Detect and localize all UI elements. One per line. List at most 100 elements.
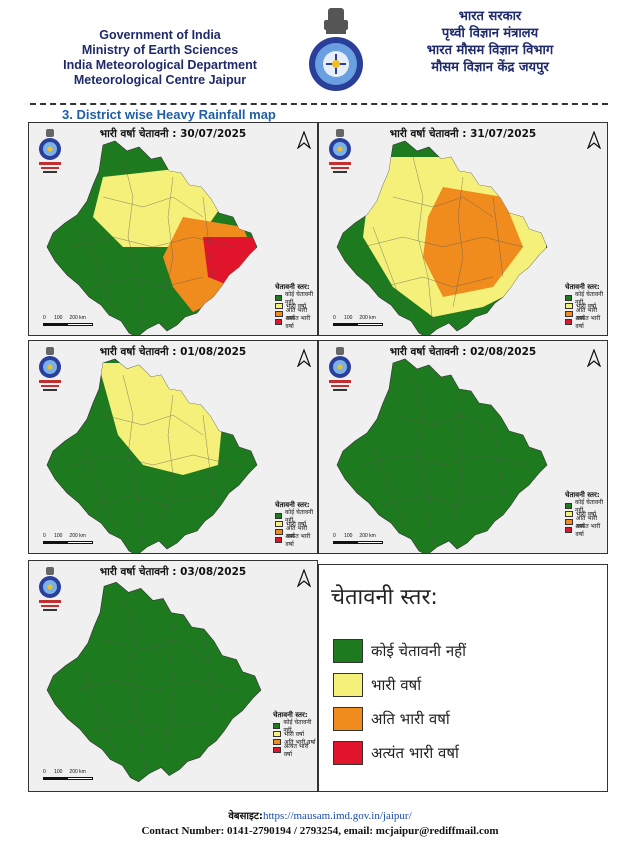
org-line: मौसम विज्ञान केंद्र जयपुर	[431, 60, 549, 75]
scale-bar: 0 100 200 km	[333, 315, 383, 326]
rajasthan-district-map	[336, 140, 548, 335]
swatch-red	[273, 747, 281, 753]
scale-label: 200 km	[69, 769, 86, 775]
legend-label: कोई चेतावनी नहीं	[371, 642, 466, 660]
mini-legend-heading: चेतावनी स्तर:	[565, 491, 600, 499]
mini-legend-item: अति भारी वर्षा	[285, 307, 308, 322]
scale-bar: 0 100 200 km	[333, 533, 383, 544]
panel-title: भारी वर्षा चेतावनी : 02/08/2025	[389, 346, 537, 358]
panel-title: भारी वर्षा चेतावनी : 01/08/2025	[99, 346, 247, 358]
footer-website: वेबसाइट:https://mausam.imd.gov.in/jaipur…	[0, 808, 640, 822]
org-line: Ministry of Earth Sciences	[81, 43, 239, 57]
scale-label: 200 km	[359, 533, 376, 539]
scale-label: 0	[333, 533, 336, 539]
swatch-red	[275, 537, 283, 543]
mini-legend: चेतावनी स्तर: कोई चेतावनी नहीं भारी वर्ष…	[275, 283, 317, 330]
scale-label: 0	[333, 315, 336, 321]
letterhead-hindi: भारत सरकार पृथ्वी विज्ञान मंत्रालय भारत …	[390, 8, 590, 76]
mini-legend-heading: चेतावनी स्तर:	[275, 501, 310, 509]
scale-bar: 0 100 200 km	[43, 769, 93, 780]
mini-legend-heading: चेतावनी स्तर:	[275, 283, 310, 291]
rajasthan-district-map	[46, 581, 262, 783]
scale-label: 0	[43, 769, 46, 775]
mini-legend-item: अत्यंत भारी वर्षा	[575, 523, 601, 538]
mini-legend-item: कोई चेतावनी नहीं	[285, 509, 314, 524]
swatch-green	[275, 295, 283, 301]
swatch-yellow	[275, 521, 283, 527]
swatch-red	[565, 527, 573, 533]
panel-title: भारी वर्षा चेतावनी : 30/07/2025	[99, 128, 247, 140]
swatch-orange	[275, 529, 283, 535]
swatch-red	[275, 319, 283, 325]
scale-label: 100	[54, 315, 63, 321]
swatch-orange	[565, 519, 573, 525]
org-line: Government of India	[99, 28, 221, 42]
mini-legend-item: अति भारी वर्षा	[575, 307, 598, 322]
panel-title: भारी वर्षा चेतावनी : 03/08/2025	[99, 566, 247, 578]
scale-label: 100	[54, 533, 63, 539]
mini-legend-item: भारी वर्षा	[286, 521, 307, 528]
legend-swatch-green	[333, 639, 363, 663]
swatch-green	[273, 723, 281, 729]
rajasthan-district-map	[46, 140, 258, 335]
scale-label: 0	[43, 533, 46, 539]
swatch-yellow	[565, 303, 573, 309]
warning-level-legend: चेतावनी स्तर: कोई चेतावनी नहीं भारी वर्ष…	[318, 564, 608, 792]
legend-item-no-warning: कोई चेतावनी नहीं	[333, 639, 466, 663]
dashed-divider	[30, 103, 608, 105]
swatch-yellow	[275, 303, 283, 309]
swatch-green	[565, 503, 573, 509]
swatch-yellow	[565, 511, 573, 517]
mini-legend-item: अति भारी वर्षा	[575, 515, 598, 530]
org-line: पृथ्वी विज्ञान मंत्रालय	[441, 26, 539, 41]
legend-item-extremely-heavy: अत्यंत भारी वर्षा	[333, 741, 459, 765]
map-panel-02-08: भारी वर्षा चेतावनी : 02/08/2025 चेतावनी …	[318, 340, 608, 554]
north-arrow-icon	[587, 131, 601, 149]
mini-legend-item: भारी वर्षा	[284, 731, 305, 738]
website-link[interactable]: https://mausam.imd.gov.in/jaipur/	[262, 810, 412, 822]
scale-label: 200 km	[69, 315, 86, 321]
mini-legend: चेतावनी स्तर: कोई चेतावनी नहीं भारी वर्ष…	[273, 711, 317, 758]
north-arrow-icon	[297, 349, 311, 367]
scale-bar: 0 100 200 km	[43, 533, 93, 544]
swatch-orange	[565, 311, 573, 317]
org-line: भारत मौसम विज्ञान विभाग	[426, 43, 554, 58]
mini-legend-item: कोई चेतावनी नहीं	[575, 499, 604, 514]
mini-legend-item: कोई चेतावनी नहीं	[285, 291, 314, 306]
mini-legend-heading: चेतावनी स्तर:	[273, 711, 308, 719]
mini-legend-item: अत्यंत भारी वर्षा	[575, 315, 601, 330]
legend-swatch-orange	[333, 707, 363, 731]
mini-legend-item: अत्यंत भारी वर्षा	[285, 315, 311, 330]
scale-label: 100	[344, 315, 353, 321]
panel-title: भारी वर्षा चेतावनी : 31/07/2025	[389, 128, 537, 140]
mini-legend-item: अत्यंत भारी वर्षा	[285, 533, 311, 548]
mini-legend-item: भारी वर्षा	[286, 303, 307, 310]
map-panel-03-08: भारी वर्षा चेतावनी : 03/08/2025 चेतावनी …	[28, 560, 318, 792]
swatch-orange	[273, 739, 281, 745]
north-arrow-icon	[297, 569, 311, 587]
swatch-orange	[275, 311, 283, 317]
map-panel-31-07: भारी वर्षा चेतावनी : 31/07/2025 चेतावनी …	[318, 122, 608, 336]
legend-swatch-red	[333, 741, 363, 765]
swatch-red	[565, 319, 573, 325]
map-panel-01-08: भारी वर्षा चेतावनी : 01/08/2025 चेतावनी …	[28, 340, 318, 554]
scale-label: 200 km	[69, 533, 86, 539]
mini-legend-item: कोई चेतावनी नहीं	[575, 291, 604, 306]
org-line: Meteorological Centre Jaipur	[73, 73, 247, 87]
scale-label: 200 km	[359, 315, 376, 321]
mini-legend-item: भारी वर्षा	[576, 303, 597, 310]
map-panel-30-07: भारी वर्षा चेतावनी : 30/07/2025 चेतावनी …	[28, 122, 318, 336]
legend-label: अति भारी वर्षा	[371, 710, 450, 728]
legend-label: भारी वर्षा	[371, 676, 422, 694]
letterhead-english: Government of India Ministry of Earth Sc…	[60, 28, 260, 88]
north-arrow-icon	[587, 349, 601, 367]
org-line: भारत सरकार	[458, 9, 522, 24]
rajasthan-district-map	[336, 358, 548, 553]
legend-item-very-heavy: अति भारी वर्षा	[333, 707, 450, 731]
legend-item-heavy: भारी वर्षा	[333, 673, 421, 697]
scale-label: 0	[43, 315, 46, 321]
mini-legend-heading: चेतावनी स्तर:	[565, 283, 600, 291]
section-title: 3. District wise Heavy Rainfall map	[62, 107, 276, 122]
rajasthan-district-map	[46, 358, 258, 553]
scale-bar: 0 100 200 km	[43, 315, 93, 326]
